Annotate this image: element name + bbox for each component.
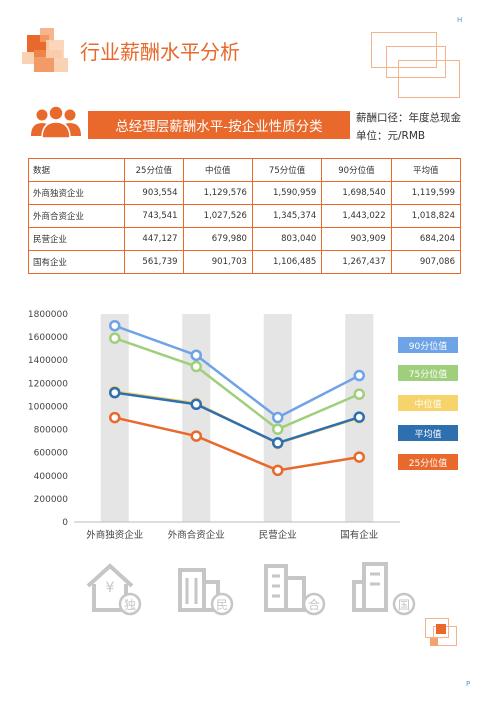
- series-line: [114, 416, 360, 472]
- legend-item: 90分位值: [398, 337, 458, 353]
- house-icon: ¥ 独: [86, 563, 142, 616]
- series-line: [114, 391, 360, 445]
- data-point: [272, 423, 284, 435]
- salary-table: 数据 25分位值 中位值 75分位值 90分位值 平均值 外商独资企业 903,…: [28, 158, 462, 274]
- data-point: [190, 398, 202, 411]
- x-tick-label: 外商独资企业: [86, 529, 143, 541]
- caliber-note: 薪酬口径：年度总现金: [356, 112, 461, 124]
- series-line: [114, 324, 360, 420]
- y-tick-label: 1200000: [28, 379, 68, 389]
- y-tick-label: 1800000: [28, 310, 68, 320]
- table-cell: 1,267,437: [321, 250, 392, 274]
- people-icon: [31, 105, 81, 139]
- office-icon: 合: [264, 564, 326, 616]
- table-header-row: 数据 25分位值 中位值 75分位值 90分位值 平均值: [28, 158, 462, 182]
- table-row: 民营企业 447,127 679,980 803,040 903,909 684…: [28, 227, 462, 251]
- table-header-cell: 中位值: [182, 158, 253, 182]
- data-point: [353, 369, 365, 382]
- legend-item: 25分位值: [398, 454, 458, 470]
- x-tick-label: 民营企业: [259, 529, 297, 541]
- table-cell: 外商独资企业: [28, 181, 125, 205]
- data-point: [190, 430, 202, 442]
- table-cell: 743,541: [124, 204, 184, 228]
- icon-badge-label: 国: [398, 598, 410, 612]
- icon-badge-label: 合: [308, 597, 320, 612]
- tower-icon: 国: [352, 562, 416, 616]
- y-tick-label: 0: [62, 518, 68, 528]
- data-point: [272, 464, 284, 477]
- table-cell: 684,204: [390, 227, 462, 251]
- table-row: 国有企业 561,739 901,703 1,106,485 1,267,437…: [28, 250, 462, 274]
- data-point: [109, 386, 121, 399]
- corner-letter-top: H: [457, 16, 463, 24]
- table-row: 外商独资企业 903,554 1,129,576 1,590,959 1,698…: [28, 181, 462, 205]
- data-point: [353, 451, 365, 463]
- table-cell: 447,127: [124, 227, 184, 251]
- table-header-cell: 数据: [28, 158, 125, 182]
- building-icon: 民: [178, 568, 234, 616]
- data-point: [109, 332, 121, 344]
- corner-letter-bottom: P: [466, 680, 471, 688]
- category-band: [182, 314, 211, 522]
- table-header-cell: 90分位值: [321, 158, 392, 182]
- data-point: [190, 360, 202, 373]
- data-point: [190, 349, 202, 362]
- data-point: [109, 319, 121, 332]
- data-point: [353, 388, 365, 400]
- data-point: [272, 411, 284, 424]
- y-tick-label: 1000000: [28, 402, 68, 412]
- table-cell: 1,027,526: [182, 204, 253, 228]
- x-tick-label: 国有企业: [340, 529, 378, 541]
- y-tick-label: 400000: [34, 472, 69, 482]
- table-cell: 1,345,374: [251, 204, 323, 228]
- table-cell: 1,129,576: [182, 181, 253, 205]
- y-tick-label: 800000: [34, 426, 69, 436]
- legend-item: 75分位值: [398, 365, 458, 381]
- table-cell: 1,443,022: [321, 204, 392, 228]
- section-banner: 总经理层薪酬水平-按企业性质分类: [88, 111, 350, 139]
- data-point: [353, 411, 365, 423]
- table-cell: 803,040: [251, 227, 323, 251]
- table-cell: 1,698,540: [321, 181, 392, 205]
- table-header-cell: 25分位值: [124, 158, 184, 182]
- table-header-cell: 75分位值: [251, 158, 323, 182]
- table-cell: 1,590,959: [251, 181, 323, 205]
- data-point: [109, 411, 121, 424]
- data-point: [272, 437, 284, 449]
- page-title: 行业薪酬水平分析: [80, 40, 240, 64]
- table-row: 外商合资企业 743,541 1,027,526 1,345,374 1,443…: [28, 204, 462, 228]
- table-cell: 561,739: [124, 250, 184, 274]
- unit-note: 单位：元/RMB: [356, 130, 426, 142]
- series-line: [114, 336, 360, 431]
- table-cell: 679,980: [182, 227, 253, 251]
- legend-item: 中位值: [398, 395, 458, 411]
- table-cell: 1,018,824: [390, 204, 462, 228]
- table-cell: 民营企业: [28, 227, 125, 251]
- y-tick-label: 200000: [34, 495, 69, 505]
- table-cell: 1,106,485: [251, 250, 323, 274]
- table-cell: 901,703: [182, 250, 253, 274]
- table-cell: 903,554: [124, 181, 184, 205]
- icon-badge-label: 民: [216, 598, 228, 612]
- table-cell: 1,119,599: [390, 181, 462, 205]
- legend-item: 平均值: [398, 425, 458, 441]
- y-tick-label: 1600000: [28, 333, 68, 343]
- table-cell: 903,909: [321, 227, 392, 251]
- icon-badge-label: 独: [124, 598, 136, 612]
- table-cell: 国有企业: [28, 250, 125, 274]
- y-tick-label: 1400000: [28, 356, 68, 366]
- salary-line-chart: 0 200000 400000 600000 800000 1000000 1200000 1…: [28, 310, 400, 541]
- x-tick-label: 外商合资企业: [168, 529, 225, 541]
- table-cell: 907,086: [390, 250, 462, 274]
- table-cell: 外商合资企业: [28, 204, 125, 228]
- svg-text:¥: ¥: [106, 580, 115, 596]
- y-tick-label: 600000: [34, 449, 69, 459]
- table-header-cell: 平均值: [390, 158, 462, 182]
